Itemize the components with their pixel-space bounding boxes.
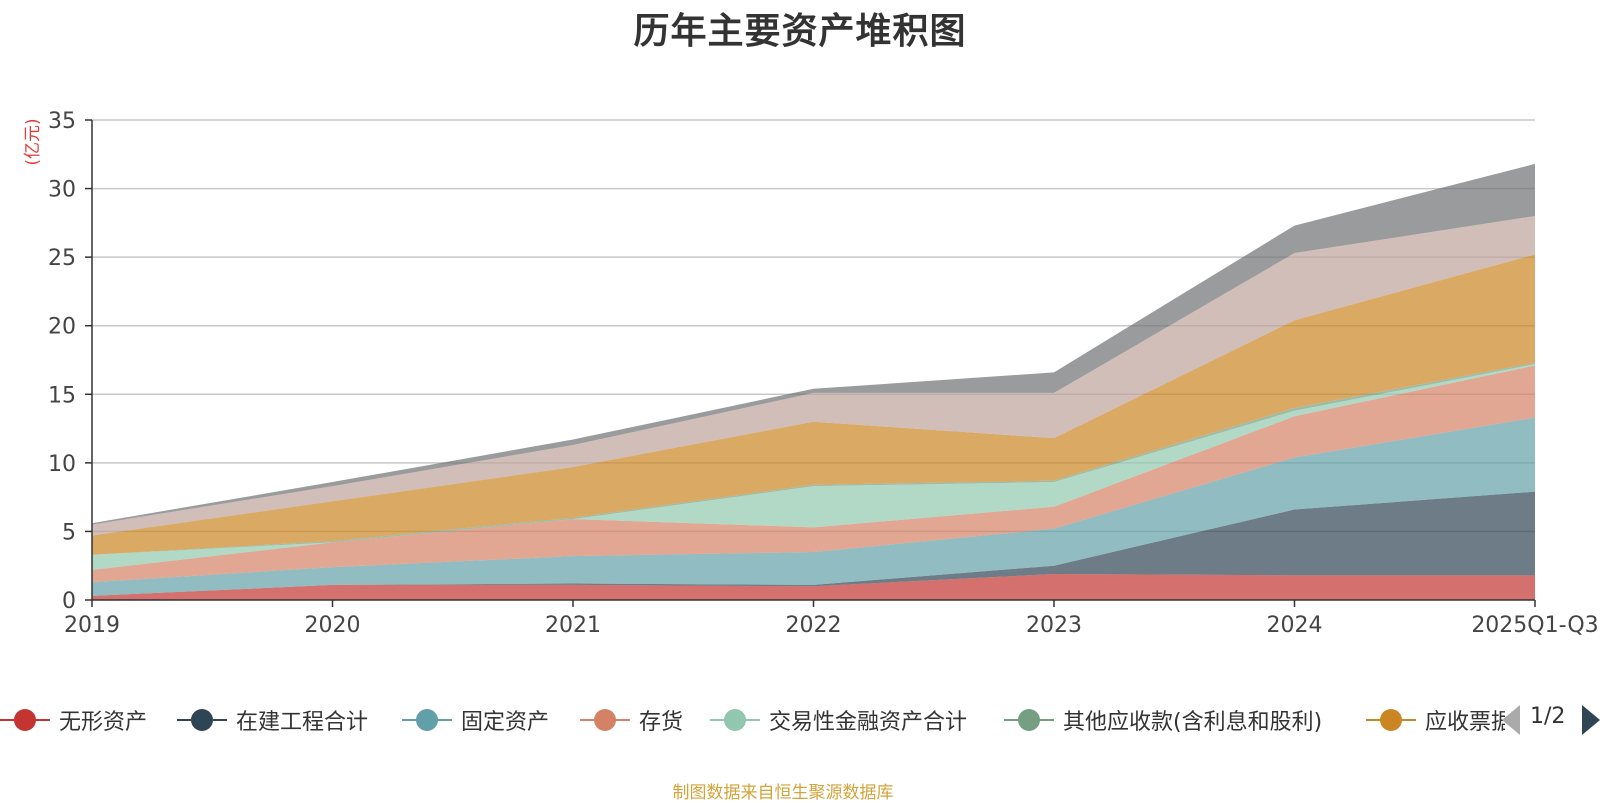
legend-label: 其他应收款(含利息和股利): [1063, 710, 1323, 735]
y-tick-label: 10: [48, 452, 76, 477]
legend-marker-icon: [710, 700, 760, 740]
y-tick-label: 25: [48, 246, 76, 271]
legend-item[interactable]: 其他应收款(含利息和股利): [1004, 700, 1322, 740]
legend-marker-icon: [402, 700, 452, 740]
area-series-2[interactable]: [92, 417, 1535, 596]
y-tick-label: 30: [48, 178, 76, 203]
legend-prev-page-icon[interactable]: [1502, 705, 1520, 735]
area-series-6[interactable]: [92, 254, 1535, 555]
legend-item[interactable]: 存货: [580, 700, 683, 740]
area-series-4[interactable]: [92, 364, 1535, 570]
legend-marker-icon: [580, 700, 630, 740]
x-tick-label: 2019: [64, 613, 120, 638]
legend-marker-icon: [1366, 700, 1416, 740]
x-tick-label: 2021: [545, 613, 601, 638]
legend-label: 交易性金融资产合计: [769, 710, 968, 735]
y-tick-label: 0: [62, 589, 76, 614]
legend: 无形资产 在建工程合计 固定资产 存货 交易性金融资产合计 其他应收款(含利息和股利) 应收…: [0, 700, 1505, 740]
y-tick-label: 35: [48, 109, 76, 134]
x-tick-label: 2024: [1267, 613, 1323, 638]
area-series-0[interactable]: [92, 573, 1535, 600]
legend-item[interactable]: 交易性金融资产合计: [710, 700, 967, 740]
legend-next-page-icon[interactable]: [1582, 705, 1600, 735]
legend-marker-icon: [177, 700, 227, 740]
legend-pager: 1/2: [1500, 702, 1600, 738]
legend-label: 应收票据及应收账款: [1425, 710, 1505, 735]
y-tick-label: 15: [48, 383, 76, 408]
x-tick-label: 2023: [1026, 613, 1082, 638]
legend-item[interactable]: 固定资产: [402, 700, 549, 740]
legend-item[interactable]: 在建工程合计: [177, 700, 368, 740]
legend-marker-icon: [0, 700, 50, 740]
x-tick-label: 2025Q1-Q3: [1471, 613, 1598, 638]
x-tick-label: 2022: [786, 613, 842, 638]
x-tick-label: 2020: [305, 613, 361, 638]
legend-page-indicator: 1/2: [1530, 704, 1566, 729]
legend-label: 固定资产: [461, 710, 550, 735]
y-axis-unit-label: (亿元): [23, 118, 43, 165]
legend-label: 在建工程合计: [236, 710, 369, 735]
y-tick-label: 20: [48, 315, 76, 340]
y-tick-label: 5: [62, 520, 76, 545]
legend-label: 存货: [639, 710, 684, 735]
area-series-1[interactable]: [92, 491, 1535, 596]
legend-label: 无形资产: [59, 710, 148, 735]
chart-title: 历年主要资产堆积图: [633, 11, 967, 52]
data-source-note: 制图数据来自恒生聚源数据库: [672, 783, 894, 803]
area-series-7[interactable]: [92, 216, 1535, 536]
legend-item[interactable]: 应收票据及应收账款: [1366, 700, 1505, 740]
legend-item[interactable]: 无形资产: [0, 700, 147, 740]
axes: 0 5 10 15 20 25 30 35 2019 2020 2021 2022 2023 2024 20…: [48, 109, 1599, 638]
area-series-3[interactable]: [92, 365, 1535, 583]
stacked-areas: [92, 163, 1535, 600]
legend-marker-icon: [1004, 700, 1054, 740]
